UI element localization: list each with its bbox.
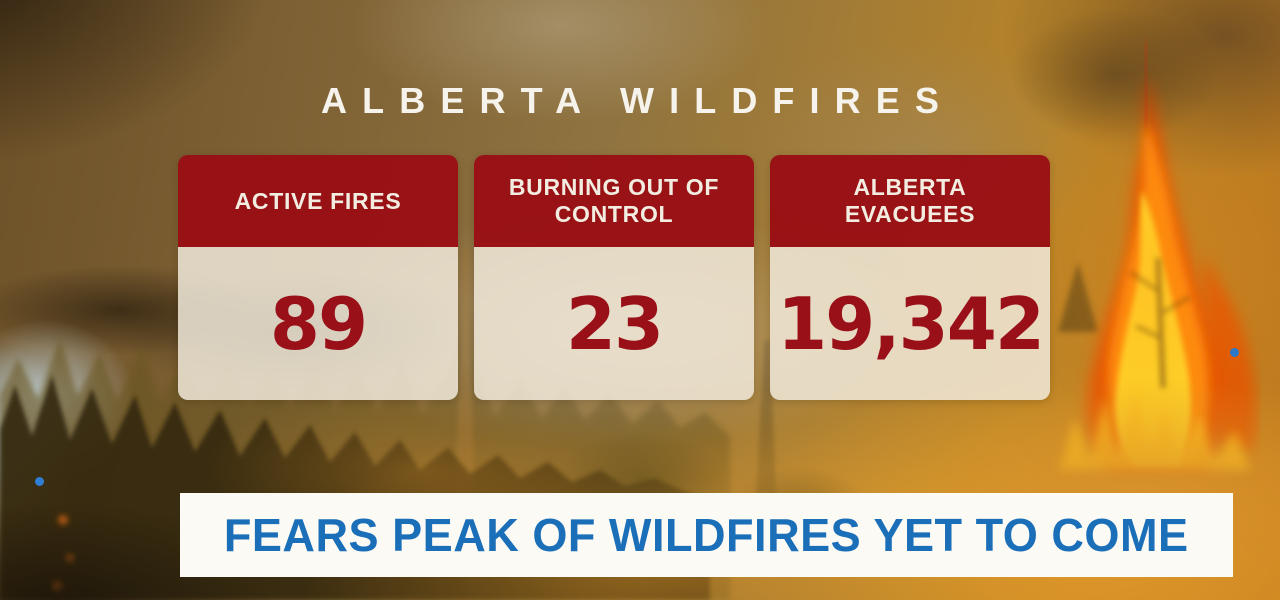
- stat-card-alberta-evacuees: ALBERTA EVACUEES 19,342: [770, 155, 1050, 400]
- stat-card-label: ALBERTA EVACUEES: [844, 174, 976, 227]
- blue-dot-right: [1230, 348, 1239, 357]
- stat-card-burning-out-of-control: BURNING OUT OF CONTROL 23: [474, 155, 754, 400]
- stat-card-value: 89: [269, 281, 368, 366]
- stat-card-header: ALBERTA EVACUEES: [770, 155, 1050, 247]
- stat-card-value: 19,342: [777, 281, 1045, 366]
- stat-card-value: 23: [565, 281, 664, 366]
- stat-card-body: 89: [178, 247, 458, 400]
- stats-card-row: ACTIVE FIRES 89 BURNING OUT OF CONTROL 2…: [178, 155, 1050, 400]
- stat-card-header: ACTIVE FIRES: [178, 155, 458, 247]
- stat-card-header: BURNING OUT OF CONTROL: [474, 155, 754, 247]
- banner-headline: FEARS PEAK OF WILDFIRES YET TO COME: [224, 509, 1189, 561]
- stat-card-body: 23: [474, 247, 754, 400]
- stat-card-label: ACTIVE FIRES: [234, 187, 402, 214]
- headline-title: ALBERTA WILDFIRES: [321, 80, 955, 121]
- lower-third-banner: FEARS PEAK OF WILDFIRES YET TO COME: [180, 493, 1233, 577]
- blue-dot-left: [35, 477, 44, 486]
- stat-card-body: 19,342: [770, 247, 1050, 400]
- stat-card-active-fires: ACTIVE FIRES 89: [178, 155, 458, 400]
- stat-card-label: BURNING OUT OF CONTROL: [508, 174, 720, 227]
